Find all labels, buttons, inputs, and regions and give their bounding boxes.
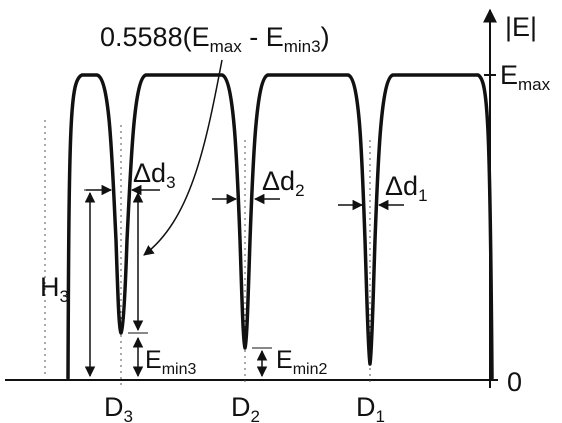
position-d1-label: D1 xyxy=(356,392,385,423)
h3-label: H3 xyxy=(40,272,69,306)
position-d3-label: D3 xyxy=(104,392,133,423)
annotation-formula: 0.5588(Emax - Emin3) xyxy=(100,22,330,56)
y-axis-label: |E| xyxy=(505,12,537,42)
field-curve xyxy=(66,73,494,380)
delta-d3-label: Δd3 xyxy=(133,158,176,192)
annotation-pointer-arrow xyxy=(143,59,223,256)
emax-label: Emax xyxy=(500,60,551,94)
zero-label: 0 xyxy=(507,367,522,397)
emin3-label: Emin3 xyxy=(145,346,196,378)
position-d2-label: D2 xyxy=(231,392,260,423)
delta-d1-label: Δd1 xyxy=(385,171,428,205)
delta-d2-label: Δd2 xyxy=(262,166,305,200)
emin2-label: Emin2 xyxy=(276,346,327,378)
